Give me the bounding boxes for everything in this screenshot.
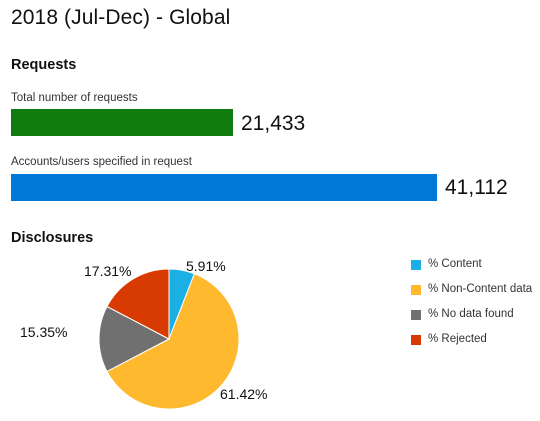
legend-label: % Rejected (428, 333, 487, 345)
pie-data-label: 17.31% (84, 263, 131, 279)
pie-slice-non-content-data (106, 273, 240, 410)
accounts-value: 41,112 (445, 176, 508, 199)
pie-slice-rejected (106, 268, 170, 340)
pie-data-label: 15.35% (20, 324, 67, 340)
legend-swatch (411, 335, 421, 345)
page-title: 2018 (Jul-Dec) - Global (11, 6, 231, 29)
legend-label: % No data found (428, 308, 514, 320)
total-requests-bar (11, 109, 233, 136)
requests-heading: Requests (11, 57, 77, 73)
legend-swatch (411, 310, 421, 320)
pie-data-label: 5.91% (186, 258, 226, 274)
legend-label: % Non-Content data (428, 283, 533, 295)
disclosures-pie-chart: 5.91% 61.42% 15.35% 17.31% (20, 258, 267, 410)
pie-data-label: 61.42% (220, 386, 267, 402)
total-requests-label: Total number of requests (11, 92, 138, 104)
pie-slice-no-data-found (98, 305, 171, 373)
disclosures-heading: Disclosures (11, 230, 94, 246)
legend-swatch (411, 285, 421, 295)
accounts-bar (11, 174, 437, 201)
accounts-label: Accounts/users specified in request (11, 156, 192, 168)
legend-swatch (411, 260, 421, 270)
legend-label: % Content (428, 258, 482, 270)
total-requests-value: 21,433 (241, 112, 306, 135)
